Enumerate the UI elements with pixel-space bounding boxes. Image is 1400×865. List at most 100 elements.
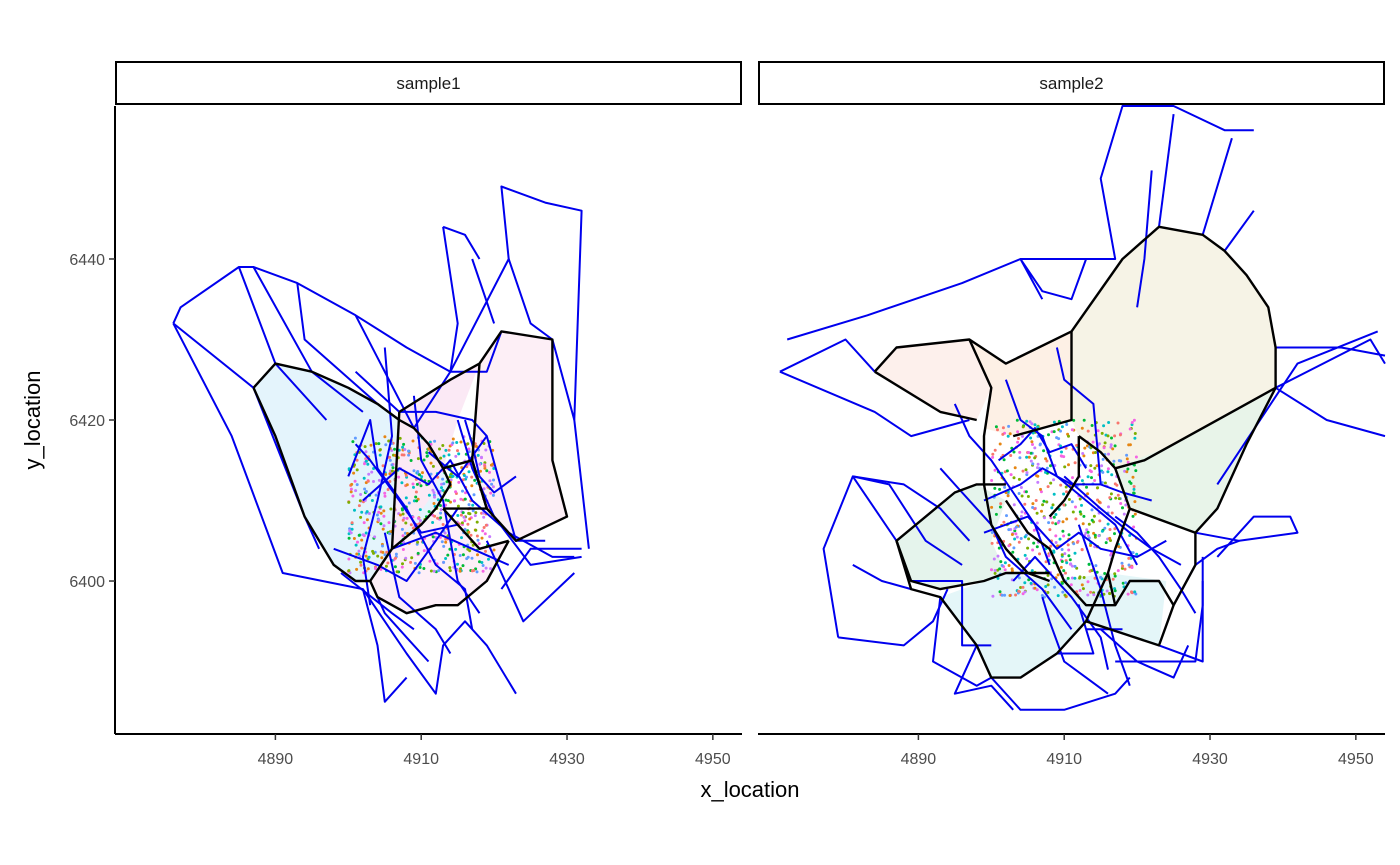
cell-point: [378, 453, 382, 457]
cell-point: [1121, 564, 1125, 568]
cell-point: [1029, 451, 1033, 455]
cell-point: [350, 527, 354, 531]
cell-point: [439, 508, 443, 512]
cell-point: [1073, 551, 1077, 555]
cell-point: [1085, 528, 1089, 532]
cell-point: [1074, 505, 1077, 509]
cell-point: [1012, 503, 1016, 507]
cell-point: [481, 569, 485, 573]
cell-point: [1073, 461, 1077, 465]
tessellation-edge: [507, 258, 576, 421]
cell-point: [1032, 541, 1036, 545]
cell-point: [993, 486, 997, 490]
cell-point: [400, 527, 404, 531]
cell-point: [483, 464, 487, 468]
tessellation-edge: [1004, 379, 1138, 566]
cell-point: [1045, 459, 1049, 463]
cell-point: [1125, 453, 1129, 457]
cell-point: [1098, 519, 1102, 523]
cell-point: [1009, 454, 1013, 457]
cell-point: [1001, 426, 1005, 430]
cell-point: [1002, 458, 1006, 462]
cell-point: [1056, 521, 1060, 525]
cell-point: [1020, 510, 1024, 514]
cell-point: [1025, 471, 1029, 475]
tessellation-edge: [822, 475, 963, 638]
cell-point: [460, 536, 463, 540]
cell-point: [1094, 564, 1098, 568]
cell-point: [1113, 572, 1117, 576]
cell-point: [416, 470, 420, 473]
cell-point: [390, 469, 394, 473]
cell-point: [1089, 470, 1093, 474]
cell-point: [420, 475, 424, 479]
cell-point: [419, 484, 423, 488]
cell-point: [1059, 429, 1062, 433]
cell-point: [1038, 552, 1041, 556]
cell-point: [1030, 440, 1034, 444]
cell-point: [1086, 429, 1090, 433]
tessellation-edge: [354, 443, 458, 534]
cell-point: [1024, 490, 1028, 494]
cell-point: [467, 503, 471, 507]
cell-point: [467, 447, 471, 451]
cell-point: [1118, 433, 1122, 437]
cell-point: [1111, 577, 1115, 581]
cell-point: [1028, 420, 1032, 424]
cell-point: [353, 508, 356, 512]
cell-point: [1061, 529, 1065, 533]
cell-point: [388, 458, 392, 462]
cell-point: [1027, 537, 1031, 541]
cell-point: [1104, 541, 1108, 545]
cell-point: [1021, 425, 1025, 429]
cell-point: [1085, 485, 1088, 489]
cell-point: [1103, 572, 1107, 575]
cell-point: [990, 479, 994, 482]
cell-point: [467, 450, 471, 454]
cell-point: [1066, 543, 1070, 547]
cell-point: [433, 439, 437, 443]
cell-point: [386, 488, 390, 491]
cell-point: [1012, 450, 1016, 454]
cell-point: [454, 490, 458, 494]
cell-point: [448, 547, 452, 551]
cell-point: [489, 463, 493, 467]
cell-point: [461, 511, 465, 515]
cell-point: [1134, 469, 1138, 473]
cell-point: [1031, 506, 1035, 509]
tessellation-edge: [939, 467, 1073, 630]
cell-point: [1080, 479, 1084, 483]
cell-point: [418, 566, 422, 569]
cell-point: [1026, 546, 1030, 550]
tessellation-edge: [786, 105, 1254, 341]
cell-point: [1132, 485, 1136, 488]
cell-point: [1031, 548, 1035, 552]
cell-point: [1097, 534, 1101, 538]
cell-point: [1060, 450, 1063, 454]
cell-point: [1059, 565, 1063, 569]
cell-point: [1059, 454, 1063, 458]
cell-point: [361, 533, 365, 537]
cell-point: [1113, 444, 1117, 448]
cell-point: [458, 554, 462, 557]
cell-point: [1081, 452, 1085, 455]
cell-point: [1125, 457, 1129, 461]
y-ticks: 6400 6420 6440: [69, 252, 115, 591]
cell-point: [1114, 496, 1118, 500]
cell-point: [405, 516, 409, 520]
cell-point: [1080, 583, 1084, 587]
cell-point: [1023, 535, 1027, 539]
cell-point: [363, 445, 367, 449]
cell-point: [1063, 593, 1067, 597]
cell-point: [353, 479, 357, 483]
cell-point: [364, 490, 368, 493]
panel-sample1: sample1 4890 4910 4930 4950 6400 6420 6440: [69, 61, 742, 768]
cell-point: [1015, 418, 1019, 422]
cell-point: [1058, 537, 1062, 541]
cell-point: [384, 473, 388, 476]
cell-point: [362, 521, 366, 525]
cell-point: [379, 505, 383, 509]
region-fill-4: [1115, 387, 1276, 533]
cell-point: [1016, 440, 1020, 444]
cell-point: [1014, 532, 1018, 536]
